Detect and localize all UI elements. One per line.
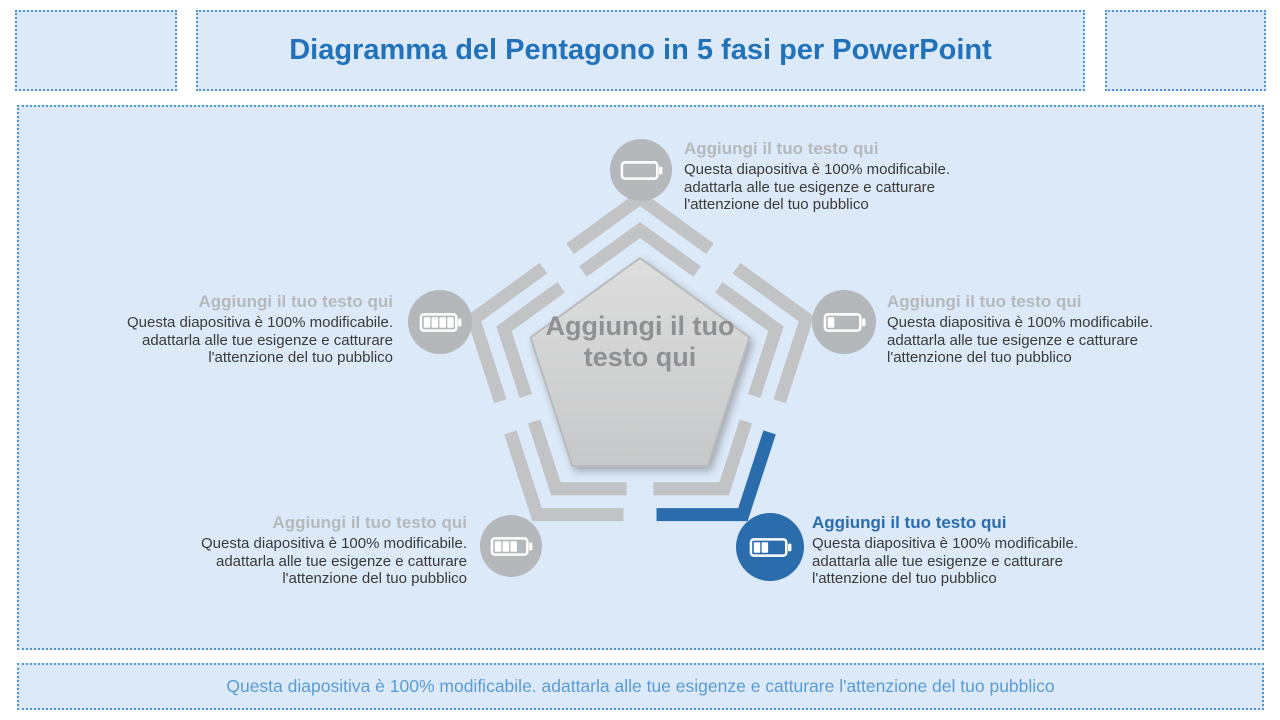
placeholder-box-left[interactable] — [15, 10, 177, 91]
item-heading[interactable]: Aggiungi il tuo testo qui — [684, 139, 879, 158]
ring-inner-segment-top — [579, 221, 701, 277]
ring-outer-segment-right — [732, 262, 815, 404]
footer-text: Questa diapositiva è 100% modificabile. … — [226, 676, 1055, 696]
item-left: Aggiungi il tuo testo qui Questa diaposi… — [121, 292, 393, 367]
item-heading[interactable]: Aggiungi il tuo testo qui — [812, 513, 1007, 532]
ring-highlight-segment-bottom-right — [656, 430, 776, 522]
battery-glyph — [823, 312, 865, 332]
ring-outer-segment-left — [465, 262, 548, 404]
pentagon-label[interactable]: Aggiungi il tuo testo qui — [545, 311, 735, 372]
battery-1-bar-icon[interactable] — [812, 290, 876, 354]
battery-glyph — [620, 160, 662, 180]
battery-3-bars-icon[interactable] — [480, 515, 542, 577]
ring-inner-segment-bottom-right — [653, 419, 753, 496]
pentagon-shape[interactable] — [529, 256, 751, 467]
battery-glyph — [490, 536, 532, 556]
ring-inner-segment-right — [715, 282, 784, 399]
item-body[interactable]: Questa diapositiva è 100% modificabile. … — [201, 535, 467, 587]
item-body[interactable]: Questa diapositiva è 100% modificabile. … — [127, 314, 393, 366]
item-body[interactable]: Questa diapositiva è 100% modificabile. … — [684, 161, 950, 213]
battery-2-bars-icon[interactable] — [736, 513, 804, 581]
item-right: Aggiungi il tuo testo qui Questa diaposi… — [887, 292, 1159, 367]
title-box[interactable]: Diagramma del Pentagono in 5 fasi per Po… — [196, 10, 1085, 91]
item-top: Aggiungi il tuo testo qui Questa diaposi… — [684, 139, 956, 214]
item-heading[interactable]: Aggiungi il tuo testo qui — [272, 513, 467, 532]
item-heading[interactable]: Aggiungi il tuo testo qui — [887, 292, 1082, 311]
ring-inner-segment-bottom-left — [527, 419, 627, 496]
battery-glyph — [419, 312, 461, 332]
item-bottom-right: Aggiungi il tuo testo qui Questa diaposi… — [812, 513, 1084, 588]
ring-inner — [496, 221, 784, 496]
item-body[interactable]: Questa diapositiva è 100% modificabile. … — [812, 535, 1078, 587]
item-body[interactable]: Questa diapositiva è 100% modificabile. … — [887, 314, 1153, 366]
footer-box[interactable]: Questa diapositiva è 100% modificabile. … — [17, 663, 1264, 710]
ring-outer — [465, 189, 815, 522]
battery-empty-icon[interactable] — [610, 139, 672, 201]
slide-title: Diagramma del Pentagono in 5 fasi per Po… — [289, 34, 992, 66]
ring-outer-segment-bottom-left — [504, 430, 624, 522]
battery-full-icon[interactable] — [408, 290, 472, 354]
item-heading[interactable]: Aggiungi il tuo testo qui — [198, 292, 393, 311]
ring-inner-segment-left — [496, 282, 565, 399]
battery-glyph — [749, 537, 791, 557]
placeholder-box-right[interactable] — [1105, 10, 1266, 91]
item-bottom-left: Aggiungi il tuo testo qui Questa diaposi… — [195, 513, 467, 588]
